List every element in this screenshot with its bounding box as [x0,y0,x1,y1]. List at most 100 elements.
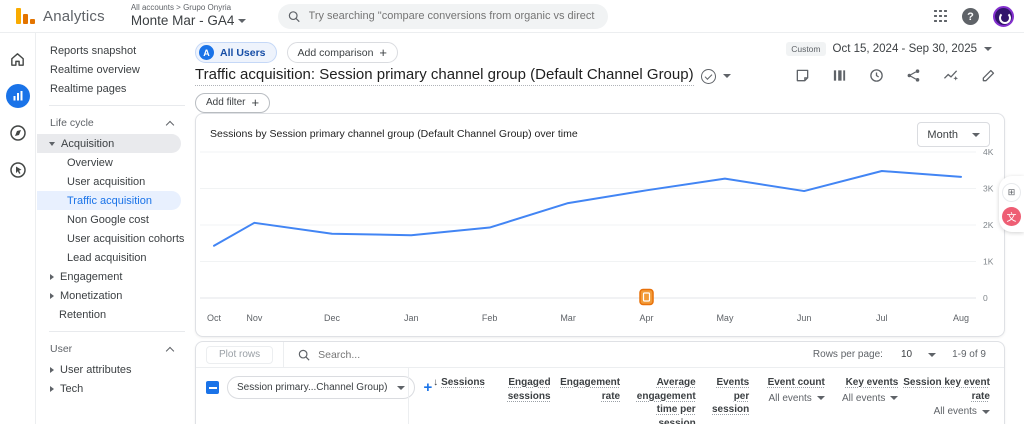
annotation-marker[interactable] [639,288,654,306]
x-tick: Jul [876,313,888,323]
chevron-down-icon[interactable] [928,352,937,357]
date-custom-badge: Custom [786,42,826,56]
select-all-checkbox[interactable] [206,381,219,394]
triangle-right-icon [50,366,54,373]
sidebar-section-life-cycle[interactable]: Life cycle [37,112,185,134]
sidebar-item-monetization[interactable]: Monetization [37,286,181,305]
sidebar-item-user-attributes[interactable]: User attributes [37,360,181,379]
annotation-icon[interactable] [795,68,810,83]
chevron-down-icon [972,132,980,137]
share-icon[interactable] [906,68,921,83]
sidebar-item-realtime-overview[interactable]: Realtime overview [50,63,140,76]
column-header-events-per-session[interactable]: Events per session [712,377,750,415]
help-icon[interactable]: ? [962,8,979,25]
sidebar-item-acquisition[interactable]: Acquisition [37,134,181,153]
y-tick: 4K [983,147,994,157]
key-events-filter[interactable]: All events [828,392,899,406]
column-header-avg-engagement-time[interactable]: Average engagement time per session [636,377,696,424]
sidebar-item-lead-acquisition[interactable]: Lead acquisition [67,251,147,264]
chevron-up-icon [165,120,175,129]
insights-icon[interactable] [943,68,959,83]
x-tick: Feb [482,313,498,323]
page-title: Traffic acquisition: Session primary cha… [195,66,694,86]
search-input[interactable] [308,10,599,22]
chevron-down-icon [816,396,825,401]
advertising-icon[interactable] [6,158,30,182]
triangle-right-icon [50,385,54,392]
search-icon [298,349,310,361]
avatar[interactable] [993,6,1014,27]
event-count-filter[interactable]: All events [753,392,825,406]
y-tick: 1K [983,257,994,267]
sidebar-item-non-google-cost[interactable]: Non Google cost [67,213,149,226]
analytics-logo-icon[interactable] [16,8,35,24]
table-search-input[interactable] [318,348,519,361]
rows-per-page-label: Rows per page: [812,349,883,360]
sidebar-item-traffic-acquisition[interactable]: Traffic acquisition [37,191,181,210]
comparison-icon[interactable] [832,68,847,83]
all-users-chip[interactable]: A All Users [195,42,277,63]
explore-icon[interactable] [6,121,30,145]
x-tick: May [716,313,734,323]
chevron-down-icon [984,47,992,51]
top-app-bar: Analytics All accounts > Grupo Onyria Mo… [0,0,1024,33]
translate-icon[interactable]: 文 [1002,206,1021,226]
date-range-picker[interactable]: Custom Oct 15, 2024 - Sep 30, 2025 [786,42,992,56]
sidebar-divider [49,105,185,106]
sidebar-item-overview[interactable]: Overview [67,156,113,169]
global-search[interactable] [278,3,609,29]
x-tick: Nov [246,313,263,323]
channel-table-card: Plot rows Rows per page: 10 1-9 of 9 [195,341,1005,424]
plot-rows-button[interactable]: Plot rows [206,345,274,364]
clock-icon[interactable] [869,68,884,83]
column-header-session-key-event-rate[interactable]: Session key event rate All events [902,377,990,419]
sidebar-item-tech[interactable]: Tech [37,379,181,398]
sidebar-item-user-acquisition[interactable]: User acquisition [67,175,146,188]
sessions-over-time-card: Sessions by Session primary channel grou… [195,113,1005,337]
report-saved-check-icon[interactable] [700,68,716,84]
column-header-event-count[interactable]: Event count All events [753,376,825,424]
sessions-line-chart[interactable]: 4K 3K 2K 1K 0 Oct Nov Dec Jan Feb Mar Ap… [200,144,1000,336]
chevron-down-icon[interactable] [722,74,731,78]
add-filter-button[interactable]: Add filter + [195,92,271,113]
breadcrumb[interactable]: All accounts > Grupo Onyria [130,3,232,13]
search-icon [289,10,301,22]
apps-grid-icon[interactable] [934,9,948,24]
x-tick: Mar [560,313,576,323]
column-header-key-events[interactable]: Key events All events [828,376,899,424]
reports-icon[interactable] [5,84,30,108]
granularity-select[interactable]: Month [917,122,990,147]
x-tick: Apr [640,313,654,323]
sidebar-item-retention[interactable]: Retention [59,308,107,321]
y-tick: 3K [983,184,994,194]
add-comparison-button[interactable]: Add comparison + [286,42,398,63]
triangle-down-icon [49,141,55,146]
rows-per-page-value[interactable]: 10 [900,349,913,360]
edit-icon[interactable] [981,68,996,83]
session-key-event-rate-filter[interactable]: All events [902,405,990,419]
property-selector[interactable]: Monte Mar - GA4 [131,14,247,28]
sidebar-item-user-acquisition-cohorts[interactable]: User acquisition cohorts [67,232,185,245]
home-icon[interactable] [6,47,30,71]
y-tick: 2K [983,220,994,230]
table-search[interactable] [298,348,813,361]
main-content: A All Users Add comparison + Custom Oct … [185,33,1024,424]
plus-icon: + [251,95,260,110]
sidebar-item-reports-snapshot[interactable]: Reports snapshot [50,44,137,57]
column-header-sessions[interactable]: ↓ Sessions [433,377,485,388]
column-header-engagement-rate[interactable]: Engagement rate [560,377,621,402]
chevron-down-icon [238,19,247,23]
sidebar-section-user[interactable]: User [37,338,185,360]
sidebar-item-realtime-pages[interactable]: Realtime pages [50,82,127,95]
chevron-up-icon [165,346,175,355]
add-dimension-button[interactable]: + [423,379,433,396]
comparison-badge: A [199,45,214,60]
sessions-line [213,169,962,247]
x-tick: Jan [404,313,419,323]
date-range-text: Oct 15, 2024 - Sep 30, 2025 [832,43,978,55]
extension-grid-icon[interactable]: ⊞ [1002,182,1021,202]
sidebar-item-engagement[interactable]: Engagement [37,267,181,286]
dimension-dropdown[interactable]: Session primary...Channel Group) [227,376,416,399]
column-header-engaged-sessions[interactable]: Engaged sessions [507,377,551,402]
